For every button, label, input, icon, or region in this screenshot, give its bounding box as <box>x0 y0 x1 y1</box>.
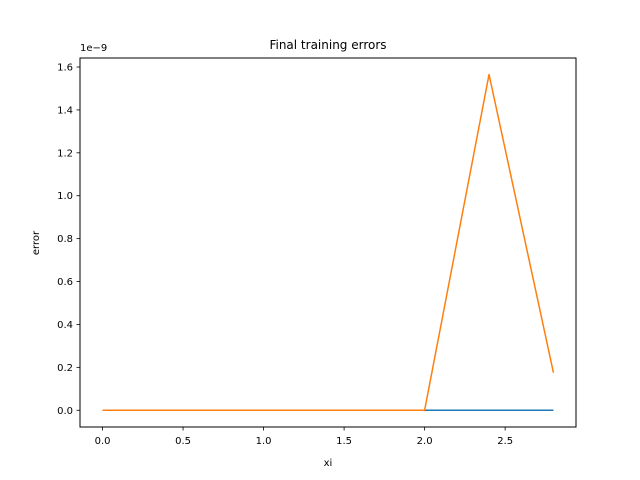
y-tick-label: 1.6 <box>57 63 73 74</box>
x-tick-label: 1.0 <box>256 436 272 447</box>
x-axis-ticks: 0.0 0.5 1.0 1.5 2.0 2.5 <box>95 427 513 447</box>
y-axis-multiplier: 1e−9 <box>80 43 107 54</box>
x-tick-label: 1.5 <box>336 436 352 447</box>
x-tick-label: 2.0 <box>417 436 433 447</box>
y-tick-label: 0.0 <box>57 406 73 417</box>
y-tick-label: 1.2 <box>57 148 73 159</box>
x-tick-label: 0.5 <box>175 436 191 447</box>
y-tick-label: 0.2 <box>57 363 73 374</box>
y-axis-ticks: 0.0 0.2 0.4 0.6 0.8 1.0 1.2 1.4 1.6 <box>57 63 80 417</box>
y-tick-label: 0.6 <box>57 277 73 288</box>
chart-title: Final training errors <box>269 38 386 52</box>
x-axis-label: xi <box>324 458 333 469</box>
y-tick-label: 0.4 <box>57 320 73 331</box>
series-layer <box>102 73 555 412</box>
plot-frame <box>79 57 577 428</box>
y-axis-label: error <box>31 230 42 255</box>
y-tick-label: 1.4 <box>57 105 73 116</box>
x-tick-label: 2.5 <box>497 436 513 447</box>
series-line-2 <box>102 73 555 412</box>
y-tick-label: 1.0 <box>57 191 73 202</box>
x-tick-label: 0.0 <box>95 436 111 447</box>
y-tick-label: 0.8 <box>57 234 73 245</box>
